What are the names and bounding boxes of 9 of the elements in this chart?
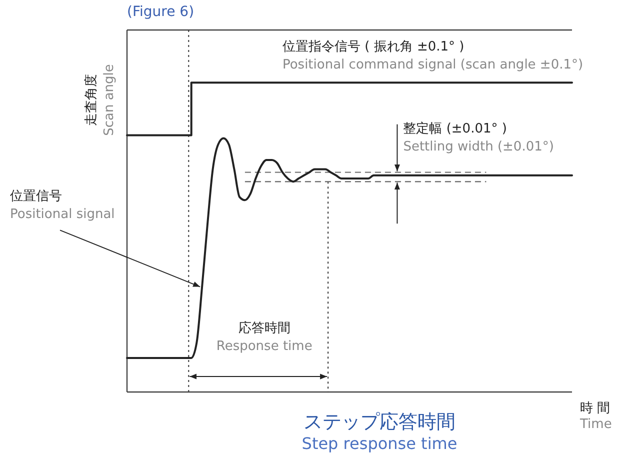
x-axis-title: 時 間 Time <box>579 401 612 432</box>
text: (Figure 6) <box>127 4 194 20</box>
series-label: 位置指令信号 ( 振れ角 ±0.1° ) Positional command signal (scan angle ±0.1°) <box>282 40 584 73</box>
text: Step response time <box>302 434 458 453</box>
y-axis-title: 走査角度 Scan angle <box>83 64 117 136</box>
annotation: 応答時間 Response time <box>216 320 312 354</box>
text: ステップ応答時間 <box>304 411 456 433</box>
text: 位置信号 Positional signal <box>10 189 115 222</box>
ref-line-label: 整定幅 (±0.01° ) Settling width (±0.01°) <box>403 121 554 154</box>
